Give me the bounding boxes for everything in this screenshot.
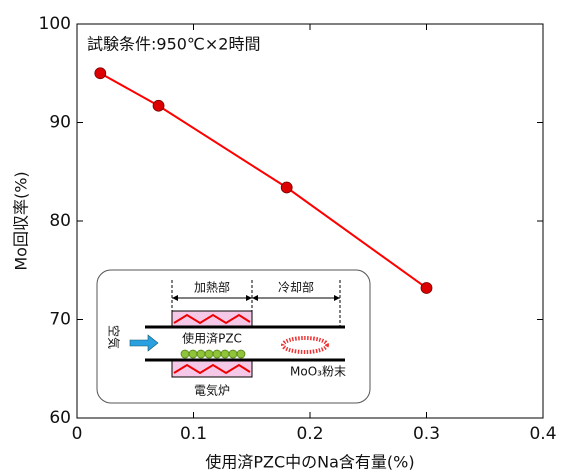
data-point <box>421 282 432 293</box>
heater-bottom <box>172 360 252 377</box>
chart: 試験条件:950℃×2時間 使用済PZC中のNa含有量(%) Mo回収率(%) … <box>0 0 562 473</box>
inset-diagram: 加熱部 冷却部 空気 使用済PZC MoO₃粉末 電気炉 <box>97 270 370 403</box>
y-tick-label: 70 <box>49 310 71 330</box>
y-tick-label: 90 <box>49 113 71 133</box>
heater-top <box>172 311 252 327</box>
sample-label: 使用済PZC <box>182 331 242 346</box>
x-tick-label: 0.3 <box>413 424 440 444</box>
powder-label: MoO₃粉末 <box>290 365 346 379</box>
y-axis-label: Mo回収率(%) <box>12 171 31 270</box>
x-tick-label: 0.4 <box>529 424 556 444</box>
data-point <box>281 182 292 193</box>
cooling-label: 冷却部 <box>278 280 314 295</box>
annotation: 試験条件:950℃×2時間 <box>87 35 261 54</box>
y-tick-label: 80 <box>49 211 71 231</box>
data-point <box>95 68 106 79</box>
furnace-label: 電気炉 <box>194 383 230 398</box>
x-tick-label: 0 <box>72 424 83 444</box>
y-tick-label: 60 <box>49 408 71 428</box>
x-axis-label: 使用済PZC中のNa含有量(%) <box>205 453 414 472</box>
data-point <box>153 100 164 111</box>
x-tick-label: 0.1 <box>180 424 207 444</box>
air-label: 空気 <box>107 325 122 349</box>
series-line <box>100 73 426 288</box>
x-tick-label: 0.2 <box>296 424 323 444</box>
heating-label: 加熱部 <box>194 280 230 295</box>
y-tick-label: 100 <box>39 14 71 34</box>
